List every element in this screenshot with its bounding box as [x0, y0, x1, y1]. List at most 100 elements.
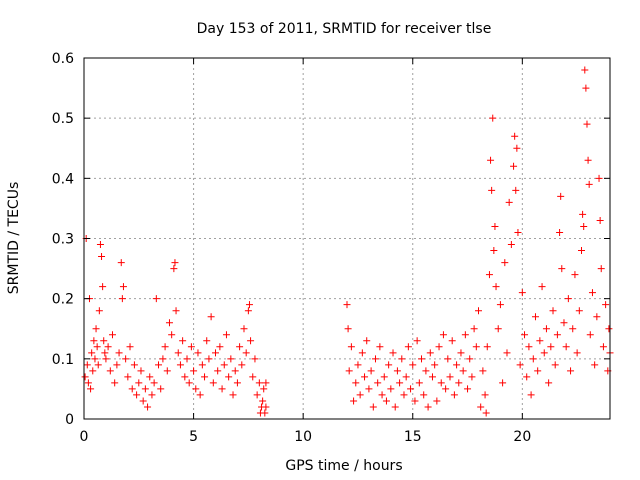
y-tick-label: 0 [65, 412, 74, 428]
data-point [560, 319, 568, 327]
data-point [596, 216, 604, 224]
x-tick-label: 5 [189, 429, 198, 445]
data-point [581, 66, 589, 74]
data-point [141, 385, 149, 393]
data-point [113, 361, 121, 369]
data-point [466, 355, 474, 363]
data-point [424, 403, 432, 411]
data-point [475, 307, 482, 315]
data-point [146, 373, 154, 381]
data-point [99, 283, 107, 291]
data-point [247, 337, 255, 345]
data-point [100, 337, 108, 345]
data-point [88, 349, 96, 357]
data-point [170, 265, 178, 273]
data-point [437, 379, 445, 387]
data-point [510, 162, 518, 170]
data-point [242, 349, 250, 357]
data-point [444, 355, 452, 363]
data-point [159, 355, 167, 363]
data-point [464, 385, 472, 393]
data-point [165, 319, 173, 327]
data-point [231, 367, 239, 375]
data-point [238, 361, 246, 369]
data-point [521, 331, 529, 339]
data-point [457, 349, 465, 357]
data-point [547, 343, 555, 351]
data-point [461, 331, 469, 339]
data-point [470, 325, 478, 333]
y-axis-label: SRMTID / TECUs [6, 182, 22, 295]
data-point [556, 228, 564, 236]
data-point [505, 198, 513, 206]
data-point [409, 361, 417, 369]
data-point [588, 289, 596, 297]
data-point [135, 379, 143, 387]
data-point [527, 391, 535, 399]
data-point [96, 241, 104, 249]
data-point [513, 144, 521, 152]
data-point [538, 283, 546, 291]
data-point [350, 397, 358, 405]
data-point [201, 373, 209, 381]
data-point [376, 343, 384, 351]
data-point [171, 259, 179, 267]
data-point [431, 361, 439, 369]
data-point [584, 156, 592, 164]
data-point [253, 391, 261, 399]
data-point [503, 349, 511, 357]
data-point [599, 343, 607, 351]
data-point [479, 367, 487, 375]
data-point [108, 331, 116, 339]
data-point [260, 385, 268, 393]
data-point [558, 265, 566, 273]
data-point [485, 271, 493, 279]
data-point [369, 403, 377, 411]
data-point [115, 349, 123, 357]
data-point [106, 367, 114, 375]
data-point [216, 343, 224, 351]
data-point [194, 349, 202, 357]
data-point [415, 379, 423, 387]
data-point [259, 397, 267, 405]
data-point [579, 210, 587, 218]
data-point [586, 331, 594, 339]
data-point [139, 397, 147, 405]
data-point [229, 391, 237, 399]
data-point [542, 325, 550, 333]
data-point [585, 180, 593, 188]
data-point [455, 379, 463, 387]
data-point [378, 391, 386, 399]
data-point [92, 325, 100, 333]
data-point [492, 283, 500, 291]
data-point [196, 391, 204, 399]
data-point [545, 379, 553, 387]
data-point [567, 367, 575, 375]
x-tick-labels: 0 5 10 15 20 [80, 429, 532, 445]
data-point [371, 355, 379, 363]
data-point [227, 355, 235, 363]
data-point [174, 349, 182, 357]
data-point [190, 367, 198, 375]
data-point [345, 367, 353, 375]
data-point [407, 385, 415, 393]
axis-ticks [83, 57, 610, 420]
data-point [551, 361, 559, 369]
data-point [187, 343, 195, 351]
data-point [420, 391, 428, 399]
data-point [418, 355, 426, 363]
grid [84, 58, 610, 419]
data-point [244, 307, 252, 315]
data-point [448, 337, 456, 345]
data-point [393, 367, 401, 375]
data-point [225, 373, 233, 381]
data-point [150, 379, 158, 387]
data-point [494, 325, 502, 333]
data-point [385, 361, 393, 369]
data-point [218, 385, 226, 393]
data-point [483, 343, 491, 351]
data-point [562, 343, 570, 351]
data-point [507, 241, 515, 249]
data-point [391, 403, 399, 411]
